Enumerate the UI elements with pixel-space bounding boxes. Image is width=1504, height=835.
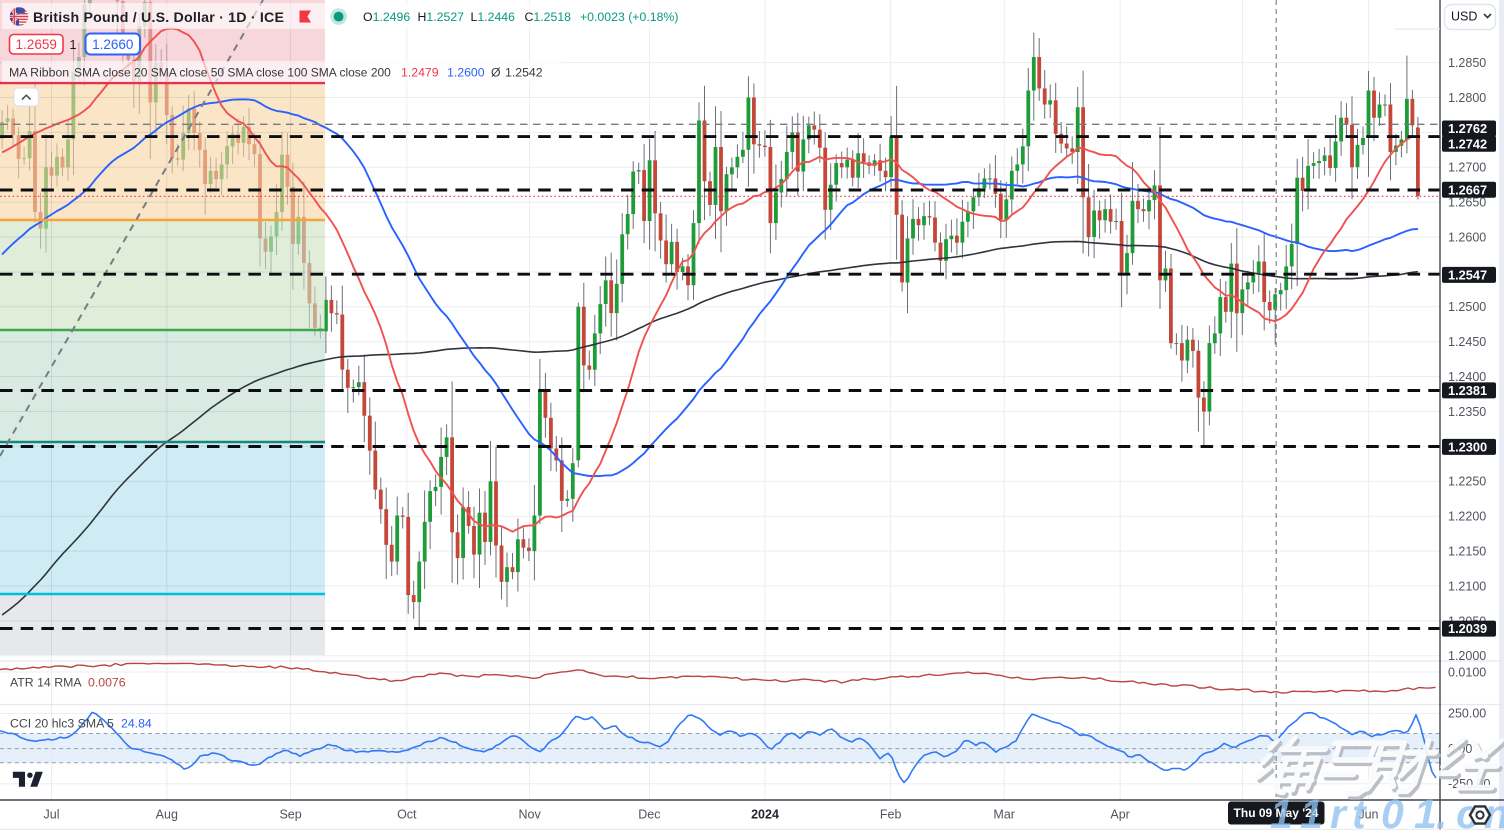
svg-text:1.2600: 1.2600 [447,66,485,80]
svg-text:r: r [1330,791,1348,830]
svg-text:1.2850: 1.2850 [1448,56,1486,70]
svg-text:L1.2446: L1.2446 [471,10,516,24]
svg-text:+0.0023 (+0.18%): +0.0023 (+0.18%) [580,10,678,24]
svg-text:Oct: Oct [397,808,417,822]
svg-text:t: t [1352,791,1368,830]
svg-text:1.2542: 1.2542 [505,66,543,80]
svg-text:1.2762: 1.2762 [1448,121,1487,136]
svg-text:Apr: Apr [1110,808,1129,822]
svg-text:n: n [1484,791,1504,830]
svg-text:Mar: Mar [993,808,1015,822]
svg-text:1.2742: 1.2742 [1448,136,1487,151]
svg-text:1.2800: 1.2800 [1448,91,1486,105]
svg-text:1.2200: 1.2200 [1448,510,1486,524]
svg-text:O1.2496: O1.2496 [363,10,410,24]
svg-text:.: . [1436,791,1447,830]
svg-text:1.2547: 1.2547 [1448,267,1487,282]
svg-text:1.2250: 1.2250 [1448,475,1486,489]
svg-text:1.2660: 1.2660 [92,37,133,52]
svg-text:1.2450: 1.2450 [1448,335,1486,349]
svg-text:1.2350: 1.2350 [1448,405,1486,419]
svg-text:1.2150: 1.2150 [1448,545,1486,559]
svg-text:c: c [1456,791,1479,830]
svg-text:1.2650: 1.2650 [1448,196,1486,210]
svg-text:1: 1 [70,38,77,52]
svg-text:1.2400: 1.2400 [1448,370,1486,384]
svg-text:CCI 20 hlc3 SMA 5: CCI 20 hlc3 SMA 5 [10,717,114,731]
svg-text:24.84: 24.84 [121,717,152,731]
svg-text:250.00: 250.00 [1448,707,1486,721]
svg-text:1: 1 [1270,791,1293,830]
svg-text:Dec: Dec [638,808,660,822]
svg-text:1.2600: 1.2600 [1448,230,1486,244]
svg-text:SMA close 20 SMA close 50 SMA: SMA close 20 SMA close 50 SMA close 100 … [74,66,391,80]
svg-text:1.2381: 1.2381 [1448,383,1487,398]
svg-text:0.0100: 0.0100 [1448,665,1486,679]
svg-text:0: 0 [1381,791,1404,830]
svg-text:ATR 14 RMA: ATR 14 RMA [10,676,82,690]
svg-text:1: 1 [1300,791,1323,830]
svg-text:1.2479: 1.2479 [401,66,439,80]
svg-text:C1.2518: C1.2518 [525,10,572,24]
svg-text:Ø: Ø [491,66,501,80]
svg-text:British Pound / U.S. Dollar ·: British Pound / U.S. Dollar · 1D · ICE [33,10,284,26]
svg-text:Thu 09 May '24: Thu 09 May '24 [1234,806,1319,820]
svg-text:2024: 2024 [751,808,779,822]
svg-text:1.2667: 1.2667 [1448,182,1487,197]
svg-text:H1.2527: H1.2527 [418,10,465,24]
svg-text:Aug: Aug [156,808,178,822]
svg-text:Nov: Nov [518,808,541,822]
svg-text:1: 1 [1414,791,1437,830]
svg-text:1.2700: 1.2700 [1448,161,1486,175]
svg-text:Jun: Jun [1358,808,1378,822]
svg-text:0.0076: 0.0076 [88,676,126,690]
svg-text:MA Ribbon: MA Ribbon [9,66,69,80]
svg-text:Feb: Feb [880,808,902,822]
svg-text:USD: USD [1451,10,1477,24]
svg-text:1.2659: 1.2659 [16,37,57,52]
svg-text:1.2500: 1.2500 [1448,300,1486,314]
svg-text:Sep: Sep [279,808,301,822]
svg-text:Jul: Jul [44,808,60,822]
svg-text:1.2000: 1.2000 [1448,649,1486,663]
svg-text:1.2300: 1.2300 [1448,439,1487,454]
svg-text:1.2039: 1.2039 [1448,621,1487,636]
svg-text:1.2100: 1.2100 [1448,579,1486,593]
